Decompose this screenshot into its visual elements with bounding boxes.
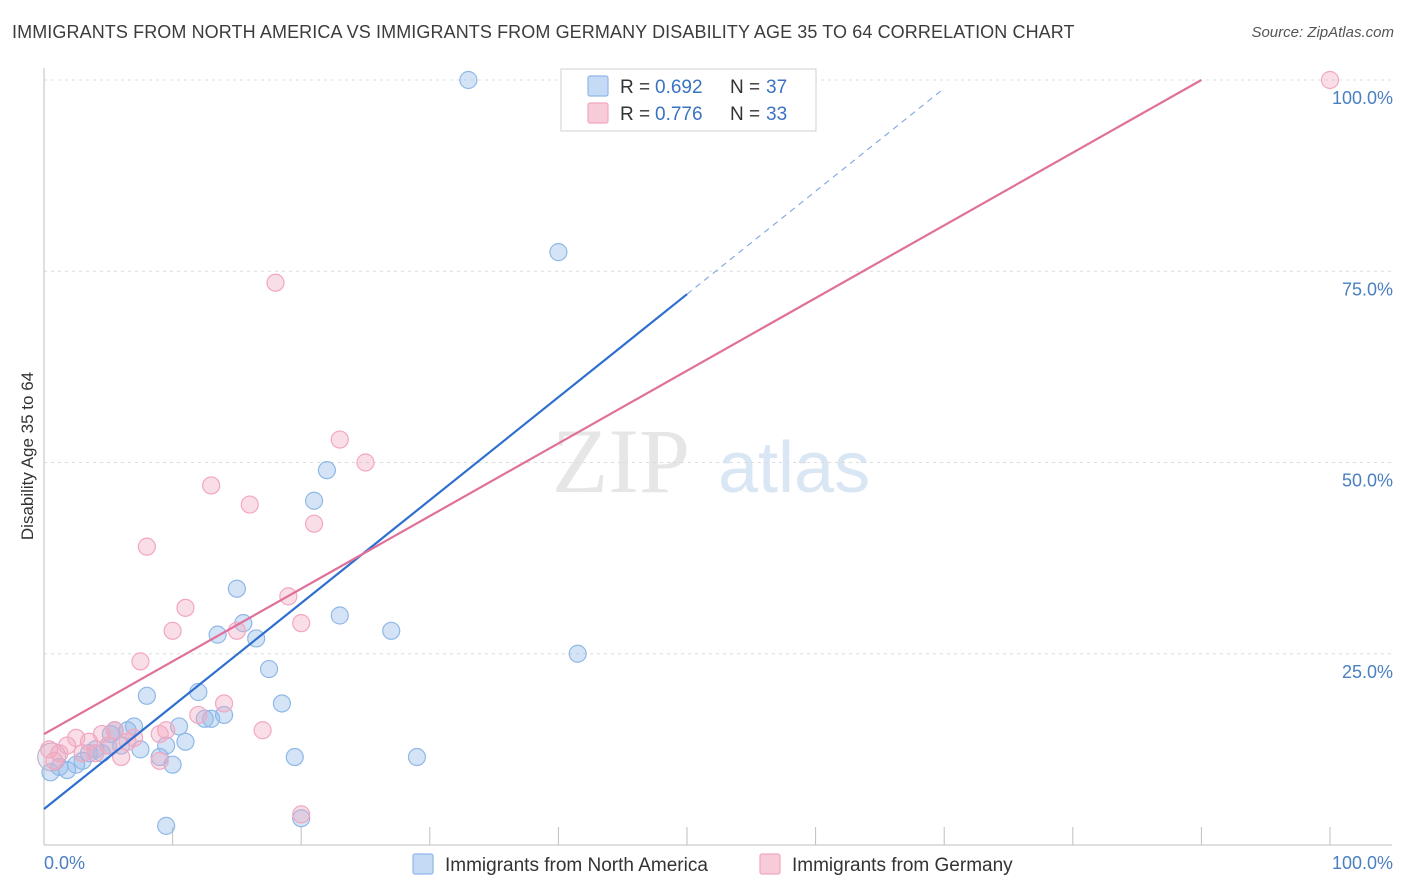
- trend-lines: [43, 79, 1202, 810]
- x-tick-label-max: 100.0%: [1332, 853, 1393, 873]
- bottom-legend-swatch-north-america: [412, 853, 434, 875]
- point-north-america-31: [285, 747, 304, 767]
- bottom-legend-label-north-america: Immigrants from North America: [445, 855, 708, 876]
- point-north-america-38: [459, 70, 478, 90]
- point-north-america-20: [176, 732, 195, 751]
- x-tick-label-min: 0.0%: [44, 853, 85, 873]
- legend-swatch-germany: [587, 102, 609, 124]
- point-north-america-32: [292, 809, 311, 828]
- y-tick-label-50: 50.0%: [1342, 471, 1393, 491]
- point-germany-15: [137, 537, 156, 556]
- series-legend: Immigrants from North America Immigrants…: [412, 853, 1013, 876]
- legend-n-value-2: 33: [766, 104, 787, 125]
- y-tick-label-25: 25.0%: [1342, 662, 1393, 682]
- x-tick-marks: [172, 827, 1331, 845]
- point-north-america-33: [304, 491, 324, 510]
- point-north-america-15: [137, 686, 156, 705]
- watermark-atlas: atlas: [718, 428, 870, 508]
- point-germany-33: [292, 805, 311, 824]
- source-label: Source: ZipAtlas.com: [1251, 24, 1394, 41]
- point-germany-22: [214, 694, 234, 713]
- point-north-america-17: [157, 736, 176, 755]
- point-germany-32: [150, 751, 169, 770]
- trend-line-germany: [43, 79, 1202, 736]
- point-north-america-25: [227, 579, 246, 598]
- point-north-america-35: [330, 606, 349, 625]
- point-germany-25: [253, 721, 272, 740]
- point-north-america-40: [568, 644, 587, 663]
- grid-lines: [44, 79, 1392, 655]
- correlation-legend: R = 0.692 N = 37 R = 0.776 N = 33: [560, 68, 817, 132]
- point-germany-18: [163, 621, 182, 640]
- point-germany-20: [189, 705, 208, 725]
- point-germany-0: [40, 740, 59, 759]
- point-germany-29: [304, 514, 324, 533]
- point-north-america-34: [317, 461, 337, 480]
- point-germany-9: [99, 736, 118, 755]
- point-germany-28: [292, 614, 311, 633]
- y-axis-label: Disability Age 35 to 64: [18, 372, 37, 540]
- legend-r-label-2: R =: [620, 104, 650, 125]
- point-north-america-37: [407, 747, 427, 767]
- point-germany-21: [202, 476, 221, 495]
- point-germany-24: [240, 495, 259, 514]
- point-germany-34: [1320, 70, 1340, 90]
- point-north-america-36: [382, 621, 401, 640]
- point-germany-31: [356, 453, 375, 472]
- legend-r-label-1: R =: [620, 77, 650, 98]
- watermark-zip: ZIP: [552, 410, 690, 512]
- point-germany-5: [73, 744, 92, 763]
- y-tick-labels: 25.0% 50.0% 75.0% 100.0%: [1332, 88, 1393, 682]
- point-germany-2: [50, 744, 69, 763]
- point-germany-26: [266, 273, 285, 292]
- point-north-america-39: [549, 243, 568, 262]
- y-tick-label-75: 75.0%: [1342, 279, 1393, 299]
- series-germany-points: [40, 70, 1340, 824]
- chart-title: IMMIGRANTS FROM NORTH AMERICA VS IMMIGRA…: [12, 22, 1075, 42]
- bottom-legend-swatch-germany: [759, 853, 781, 875]
- point-north-america-28: [259, 659, 279, 679]
- bottom-legend-label-germany: Immigrants from Germany: [792, 855, 1013, 876]
- point-germany-30: [330, 430, 349, 449]
- legend-r-value-1: 0.692: [655, 77, 703, 98]
- legend-swatch-north-america: [587, 75, 609, 97]
- legend-r-value-2: 0.776: [655, 104, 703, 125]
- series-north-america-points: [37, 70, 587, 835]
- point-germany-19: [176, 598, 195, 617]
- point-north-america-30: [272, 694, 292, 713]
- y-tick-label-100: 100.0%: [1332, 88, 1393, 108]
- legend-n-value-1: 37: [766, 77, 787, 98]
- legend-n-label-2: N =: [730, 104, 760, 125]
- point-germany-10: [105, 721, 124, 740]
- point-north-america-41: [157, 816, 176, 835]
- point-germany-14: [131, 652, 150, 671]
- axes: [43, 68, 1392, 846]
- legend-n-label-1: N =: [730, 77, 760, 98]
- point-germany-17: [157, 721, 176, 740]
